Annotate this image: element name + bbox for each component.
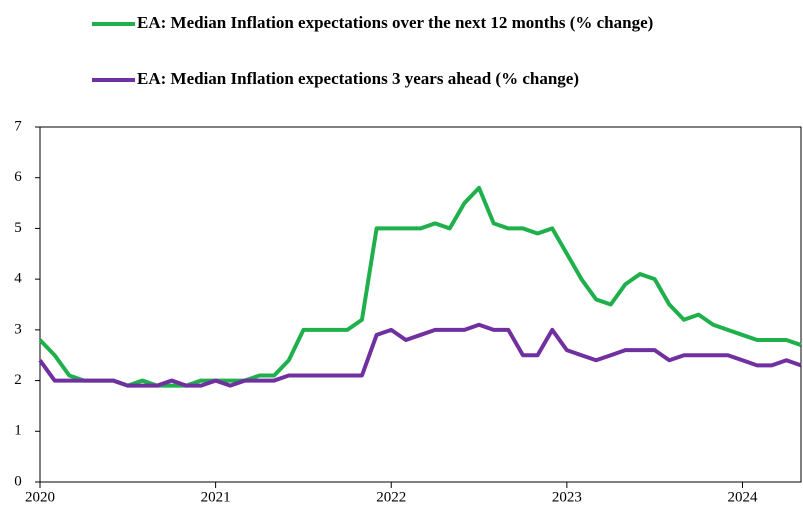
x-tick-label: 2023 xyxy=(552,489,582,505)
x-tick-label: 2022 xyxy=(376,489,406,505)
y-tick-label: 2 xyxy=(14,372,22,388)
y-tick-label: 6 xyxy=(14,169,22,185)
y-tick-label: 7 xyxy=(14,118,22,134)
x-tick-label: 2020 xyxy=(25,489,55,505)
x-tick-label: 2024 xyxy=(727,489,758,505)
plot-frame xyxy=(39,126,802,483)
y-tick-label: 5 xyxy=(14,220,22,236)
y-tick-label: 4 xyxy=(14,271,22,287)
legend-label: EA: Median Inflation expectations 3 year… xyxy=(137,69,579,88)
y-tick-label: 0 xyxy=(14,473,22,489)
y-tick-label: 1 xyxy=(14,423,22,439)
y-tick-label: 3 xyxy=(14,321,22,337)
series-line xyxy=(38,322,802,388)
series-line xyxy=(38,185,802,388)
legend-label: EA: Median Inflation expectations over t… xyxy=(137,13,653,32)
x-tick-label: 2021 xyxy=(201,489,231,505)
